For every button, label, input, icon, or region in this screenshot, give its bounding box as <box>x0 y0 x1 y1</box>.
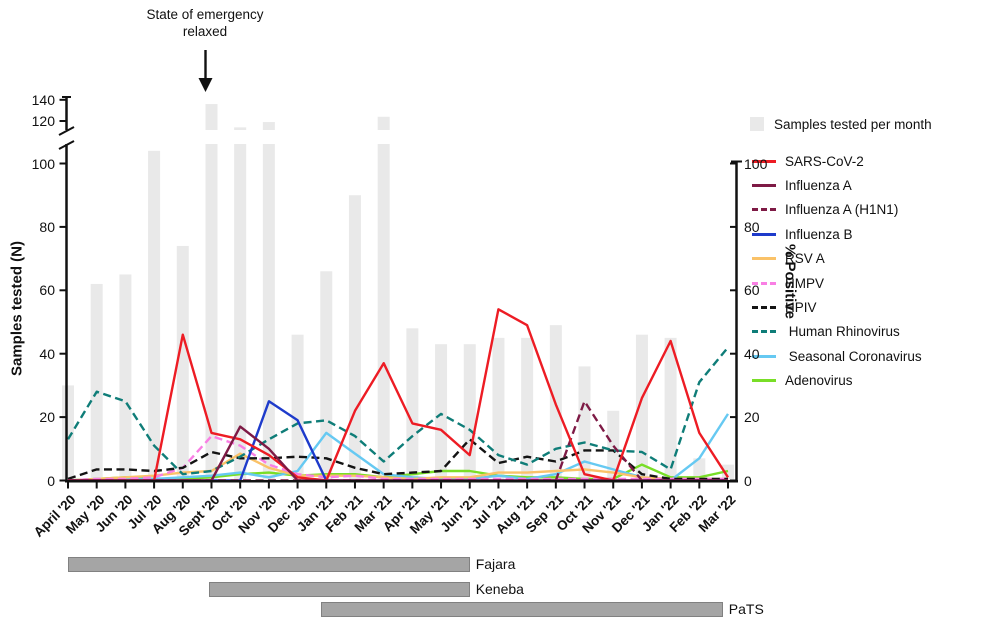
annotation-arrow <box>198 50 213 92</box>
legend-item-label: Adenovirus <box>785 373 853 389</box>
legend-line-swatch-icon <box>752 159 776 163</box>
sample-bar <box>205 144 218 481</box>
samples-bars <box>62 104 735 481</box>
axes <box>58 96 742 489</box>
sample-bar <box>148 150 161 481</box>
legend-line-swatch-icon <box>752 281 776 285</box>
left-axis-tick-label: 0 <box>47 472 55 489</box>
sample-bar <box>635 334 648 481</box>
sample-bar <box>62 385 74 481</box>
legend-item: Influenza A (H1N1) <box>752 201 898 219</box>
sample-bar-top <box>205 104 218 130</box>
study-period-bar <box>321 602 723 617</box>
legend-item-label: SARS-CoV-2 <box>785 153 864 169</box>
right-axis-tick-label: 0 <box>744 472 752 489</box>
sample-bar <box>176 245 189 481</box>
legend-samples-label: Samples tested per month <box>774 116 932 132</box>
sample-bar <box>348 195 361 481</box>
study-period-label: PaTS <box>728 601 764 617</box>
sample-bar <box>406 328 419 481</box>
right-axis-tick-label: 20 <box>744 409 760 426</box>
legend-line-swatch-icon <box>752 379 776 383</box>
legend-item-label: Influenza A (H1N1) <box>785 202 899 218</box>
legend-item: Human Rhinovirus <box>752 323 900 341</box>
legend-item: Influenza A <box>752 176 852 194</box>
left-axis-tick-label: 80 <box>39 218 55 235</box>
left-axis-tick-label: 40 <box>39 345 55 362</box>
legend-item-label: HPIV <box>785 299 817 315</box>
legend-item-label: Influenza A <box>785 177 852 193</box>
sample-bar-top <box>377 116 390 130</box>
study-period-label: Fajara <box>475 556 516 572</box>
sample-bar <box>262 144 275 481</box>
right-axis-tick-label: 80 <box>744 218 760 235</box>
series-line <box>67 438 728 481</box>
left-axis-tick-label: 20 <box>39 409 55 426</box>
sample-bar-top <box>262 122 275 130</box>
legend-item-label: Seasonal Coronavirus <box>785 348 922 364</box>
annotation-line2: relaxed <box>182 24 228 39</box>
legend-item: SARS-CoV-2 <box>752 152 864 170</box>
series-line <box>68 308 730 482</box>
sample-bar <box>607 410 620 481</box>
legend-samples: Samples tested per month <box>750 115 932 133</box>
legend-item-label: HMPV <box>785 275 825 291</box>
legend-item-label: Human Rhinovirus <box>785 324 900 340</box>
legend-line-swatch-icon <box>752 232 776 236</box>
sample-bar <box>234 144 247 481</box>
sample-bar <box>320 271 333 481</box>
left-axis-tick-label: 120 <box>31 113 55 129</box>
sample-bar <box>578 366 591 481</box>
sample-bar <box>377 144 390 481</box>
legend-line-swatch-icon <box>752 354 776 358</box>
series-line <box>67 413 730 482</box>
legend-line-swatch-icon <box>752 305 776 309</box>
left-axis-tick-label: 140 <box>31 91 55 108</box>
left-axis-tick-label: 60 <box>39 282 55 299</box>
series-line <box>67 434 728 482</box>
right-axis-tick-label: 40 <box>744 345 760 362</box>
right-axis-tick-label: 60 <box>744 282 760 299</box>
sample-bar <box>664 337 677 481</box>
sample-bar <box>291 334 304 481</box>
sample-bar-top <box>234 127 247 130</box>
sample-bar <box>435 344 448 481</box>
legend-line-swatch-icon <box>752 330 776 334</box>
right-axis-tick-label: 100 <box>744 155 768 172</box>
sample-bar <box>521 337 534 481</box>
study-period-label: Keneba <box>475 581 524 597</box>
samples-swatch-icon <box>750 117 764 131</box>
annotation-line1: State of emergency <box>146 7 264 22</box>
series-lines <box>66 308 730 482</box>
left-axis-tick-label: 100 <box>31 155 55 172</box>
legend-item: Seasonal Coronavirus <box>752 347 922 365</box>
legend-item-label: Influenza B <box>785 226 853 242</box>
legend-item: Influenza B <box>752 225 853 243</box>
sample-bar <box>119 274 132 481</box>
legend-line-swatch-icon <box>752 208 776 212</box>
annotation-text: State of emergency relaxed <box>120 6 290 40</box>
legend-item: HPIV <box>752 298 817 316</box>
legend-item: HMPV <box>752 274 824 292</box>
legend-line-swatch-icon <box>752 183 776 187</box>
sample-bar <box>463 344 476 481</box>
sample-bar <box>693 458 706 481</box>
study-period-bar <box>208 582 470 597</box>
legend-item-label: RSV A <box>785 251 825 267</box>
legend-line-swatch-icon <box>752 257 776 261</box>
sample-bar <box>722 464 735 481</box>
sample-bar <box>90 283 103 481</box>
legend-item: Adenovirus <box>752 372 853 390</box>
legend-item: RSV A <box>752 250 825 268</box>
study-period-bar <box>68 557 470 572</box>
sample-bar <box>492 337 505 481</box>
